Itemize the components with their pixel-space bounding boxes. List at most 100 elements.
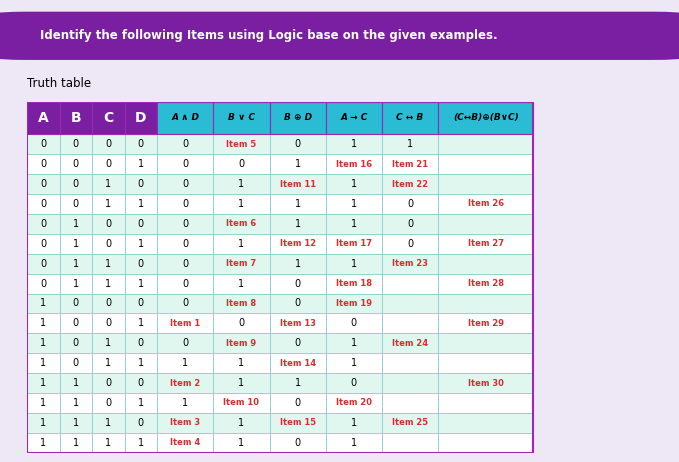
Bar	[60, 413, 92, 433]
Text: 1: 1	[295, 219, 301, 229]
Text: D: D	[135, 111, 147, 125]
Bar	[125, 102, 157, 134]
Text: 0: 0	[182, 279, 188, 289]
Text: 1: 1	[295, 159, 301, 169]
Text: B ⊕ D: B ⊕ D	[284, 114, 312, 122]
Bar	[92, 254, 125, 274]
Bar	[326, 154, 382, 174]
Bar	[270, 293, 326, 313]
Text: 1: 1	[105, 259, 111, 269]
Bar	[27, 194, 60, 214]
Text: 0: 0	[73, 338, 79, 348]
Text: 0: 0	[182, 219, 188, 229]
Text: 0: 0	[40, 279, 46, 289]
Bar	[27, 373, 60, 393]
Bar	[60, 274, 92, 293]
Text: Item 19: Item 19	[336, 299, 372, 308]
Bar	[382, 313, 438, 334]
Text: 0: 0	[105, 139, 111, 149]
Bar	[27, 254, 60, 274]
Text: 1: 1	[351, 199, 357, 209]
Text: 0: 0	[351, 378, 357, 388]
Bar	[157, 373, 213, 393]
Bar	[438, 413, 533, 433]
Bar	[60, 353, 92, 373]
Text: Item 24: Item 24	[392, 339, 428, 348]
Bar	[213, 334, 270, 353]
Bar	[60, 102, 92, 134]
Bar	[27, 234, 60, 254]
Bar	[157, 134, 213, 154]
Text: 1: 1	[105, 418, 111, 428]
Text: Item 5: Item 5	[226, 140, 257, 149]
Bar	[157, 274, 213, 293]
Bar	[438, 373, 533, 393]
Text: Item 18: Item 18	[336, 279, 372, 288]
Text: 0: 0	[73, 318, 79, 328]
Bar	[438, 274, 533, 293]
Text: Item 3: Item 3	[170, 419, 200, 427]
Text: 1: 1	[105, 338, 111, 348]
Bar	[27, 174, 60, 194]
Text: 0: 0	[105, 298, 111, 309]
Text: 1: 1	[351, 338, 357, 348]
Text: 0: 0	[295, 338, 301, 348]
Text: 1: 1	[73, 279, 79, 289]
Bar	[326, 353, 382, 373]
Bar	[382, 174, 438, 194]
Bar	[270, 254, 326, 274]
Bar	[326, 214, 382, 234]
Text: B ∨ C: B ∨ C	[228, 114, 255, 122]
Text: Item 17: Item 17	[336, 239, 372, 248]
Bar	[157, 194, 213, 214]
Bar	[270, 353, 326, 373]
Bar	[92, 353, 125, 373]
Bar	[438, 174, 533, 194]
Bar	[213, 134, 270, 154]
Text: 0: 0	[182, 159, 188, 169]
Bar	[157, 254, 213, 274]
Text: 1: 1	[73, 398, 79, 408]
Bar	[27, 102, 533, 453]
Bar	[270, 433, 326, 453]
Text: Item 21: Item 21	[392, 160, 428, 169]
Bar	[92, 134, 125, 154]
Bar	[157, 174, 213, 194]
Bar	[326, 334, 382, 353]
Bar	[125, 254, 157, 274]
Text: Item 29: Item 29	[468, 319, 504, 328]
Text: 0: 0	[295, 298, 301, 309]
Bar	[157, 154, 213, 174]
Text: 1: 1	[351, 418, 357, 428]
Bar	[125, 313, 157, 334]
Bar	[60, 393, 92, 413]
Bar	[125, 174, 157, 194]
Bar	[438, 334, 533, 353]
Text: 1: 1	[238, 279, 244, 289]
Text: Truth table: Truth table	[27, 77, 91, 90]
Text: C: C	[103, 111, 113, 125]
Bar	[213, 353, 270, 373]
Text: 0: 0	[182, 338, 188, 348]
Text: Item 10: Item 10	[223, 399, 259, 407]
Text: 1: 1	[40, 398, 46, 408]
Bar	[270, 234, 326, 254]
Bar	[382, 293, 438, 313]
Bar	[157, 433, 213, 453]
Bar	[438, 353, 533, 373]
Text: Item 9: Item 9	[226, 339, 257, 348]
Text: 1: 1	[73, 219, 79, 229]
Bar	[438, 313, 533, 334]
Bar	[213, 194, 270, 214]
Bar	[213, 102, 270, 134]
Text: 0: 0	[105, 159, 111, 169]
Text: 1: 1	[182, 358, 188, 368]
Bar	[92, 413, 125, 433]
Bar	[326, 313, 382, 334]
Bar	[60, 154, 92, 174]
Bar	[326, 174, 382, 194]
Bar	[125, 274, 157, 293]
Bar	[382, 334, 438, 353]
Text: 0: 0	[295, 398, 301, 408]
Bar	[213, 274, 270, 293]
